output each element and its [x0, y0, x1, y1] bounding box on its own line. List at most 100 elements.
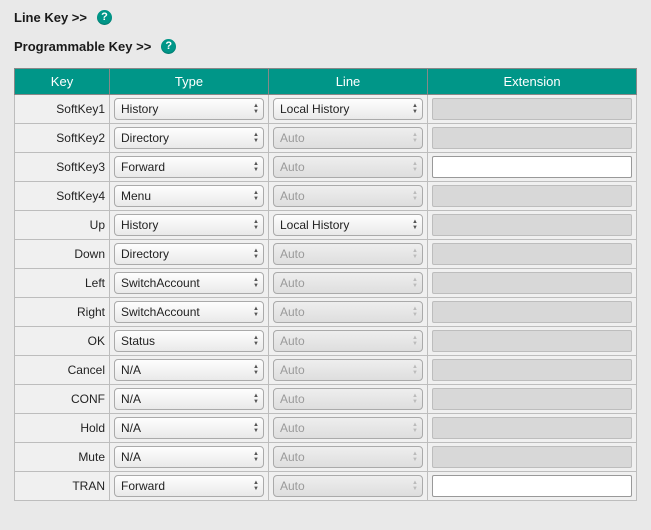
type-select[interactable]: Forward▲▼: [114, 156, 264, 178]
extension-input: [432, 98, 632, 120]
section-prog-key[interactable]: Programmable Key >> ?: [14, 39, 637, 54]
th-extension: Extension: [428, 69, 637, 95]
updown-icon: ▲▼: [253, 103, 259, 115]
line-select: Auto▲▼: [273, 330, 423, 352]
updown-icon: ▲▼: [412, 248, 418, 260]
type-select[interactable]: N/A▲▼: [114, 417, 264, 439]
key-label: Left: [15, 269, 110, 298]
updown-icon: ▲▼: [253, 364, 259, 376]
type-select[interactable]: Status▲▼: [114, 330, 264, 352]
updown-icon: ▲▼: [412, 103, 418, 115]
updown-icon: ▲▼: [412, 335, 418, 347]
extension-input: [432, 330, 632, 352]
keys-table: Key Type Line Extension SoftKey1History▲…: [14, 68, 637, 501]
line-select: Auto▲▼: [273, 127, 423, 149]
line-select[interactable]: Local History▲▼: [273, 98, 423, 120]
updown-icon: ▲▼: [253, 335, 259, 347]
line-select: Auto▲▼: [273, 475, 423, 497]
extension-input: [432, 214, 632, 236]
extension-input: [432, 185, 632, 207]
key-label: Hold: [15, 414, 110, 443]
line-select: Auto▲▼: [273, 185, 423, 207]
updown-icon: ▲▼: [253, 219, 259, 231]
extension-input: [432, 127, 632, 149]
line-select: Auto▲▼: [273, 417, 423, 439]
updown-icon: ▲▼: [412, 422, 418, 434]
line-select: Auto▲▼: [273, 156, 423, 178]
page-root: Line Key >> ? Programmable Key >> ? Key …: [0, 0, 651, 521]
extension-input[interactable]: [432, 475, 632, 497]
key-label: Up: [15, 211, 110, 240]
updown-icon: ▲▼: [412, 161, 418, 173]
key-label: CONF: [15, 385, 110, 414]
table-row: DownDirectory▲▼Auto▲▼: [15, 240, 637, 269]
help-icon[interactable]: ?: [161, 39, 176, 54]
updown-icon: ▲▼: [412, 190, 418, 202]
updown-icon: ▲▼: [253, 190, 259, 202]
table-row: RightSwitchAccount▲▼ Auto▲▼: [15, 298, 637, 327]
th-key: Key: [15, 69, 110, 95]
table-row: MuteN/A▲▼ Auto▲▼: [15, 443, 637, 472]
table-header-row: Key Type Line Extension: [15, 69, 637, 95]
line-select[interactable]: Local History▲▼: [273, 214, 423, 236]
key-label: SoftKey4: [15, 182, 110, 211]
extension-input: [432, 243, 632, 265]
line-select: Auto▲▼: [273, 388, 423, 410]
updown-icon: ▲▼: [253, 306, 259, 318]
key-label: SoftKey3: [15, 153, 110, 182]
updown-icon: ▲▼: [412, 277, 418, 289]
extension-input: [432, 388, 632, 410]
table-row: LeftSwitchAccount▲▼ Auto▲▼: [15, 269, 637, 298]
type-select[interactable]: N/A▲▼: [114, 359, 264, 381]
table-row: SoftKey1History▲▼ Local History▲▼: [15, 95, 637, 124]
type-select[interactable]: SwitchAccount▲▼: [114, 272, 264, 294]
updown-icon: ▲▼: [412, 393, 418, 405]
key-label: Down: [15, 240, 110, 269]
table-row: SoftKey2Directory▲▼ Auto▲▼: [15, 124, 637, 153]
key-label: Mute: [15, 443, 110, 472]
th-type: Type: [110, 69, 269, 95]
extension-input: [432, 417, 632, 439]
line-select: Auto▲▼: [273, 301, 423, 323]
help-icon[interactable]: ?: [97, 10, 112, 25]
line-select: Auto▲▼: [273, 359, 423, 381]
type-select[interactable]: History▲▼: [114, 214, 264, 236]
extension-input: [432, 446, 632, 468]
updown-icon: ▲▼: [412, 306, 418, 318]
extension-input: [432, 359, 632, 381]
table-row: CONFN/A▲▼ Auto▲▼: [15, 385, 637, 414]
table-row: HoldN/A▲▼ Auto▲▼: [15, 414, 637, 443]
key-label: TRAN: [15, 472, 110, 501]
table-row: UpHistory▲▼ Local History▲▼: [15, 211, 637, 240]
line-select: Auto▲▼: [273, 272, 423, 294]
type-select[interactable]: SwitchAccount▲▼: [114, 301, 264, 323]
section-line-key-label: Line Key >>: [14, 10, 87, 25]
table-row: CancelN/A▲▼Auto▲▼: [15, 356, 637, 385]
updown-icon: ▲▼: [253, 480, 259, 492]
updown-icon: ▲▼: [253, 422, 259, 434]
table-row: TRANForward▲▼ Auto▲▼: [15, 472, 637, 501]
key-label: SoftKey2: [15, 124, 110, 153]
type-select[interactable]: N/A▲▼: [114, 446, 264, 468]
key-label: OK: [15, 327, 110, 356]
key-label: Right: [15, 298, 110, 327]
line-select: Auto▲▼: [273, 446, 423, 468]
key-label: SoftKey1: [15, 95, 110, 124]
type-select[interactable]: History▲▼: [114, 98, 264, 120]
section-line-key[interactable]: Line Key >> ?: [14, 10, 637, 25]
extension-input[interactable]: [432, 156, 632, 178]
updown-icon: ▲▼: [253, 132, 259, 144]
type-select[interactable]: N/A▲▼: [114, 388, 264, 410]
updown-icon: ▲▼: [253, 248, 259, 260]
updown-icon: ▲▼: [412, 480, 418, 492]
type-select[interactable]: Forward▲▼: [114, 475, 264, 497]
type-select[interactable]: Menu▲▼: [114, 185, 264, 207]
type-select[interactable]: Directory▲▼: [114, 243, 264, 265]
section-prog-key-label: Programmable Key >>: [14, 39, 151, 54]
th-line: Line: [269, 69, 428, 95]
table-row: SoftKey4Menu▲▼ Auto▲▼: [15, 182, 637, 211]
updown-icon: ▲▼: [412, 451, 418, 463]
updown-icon: ▲▼: [253, 277, 259, 289]
table-row: SoftKey3Forward▲▼ Auto▲▼: [15, 153, 637, 182]
type-select[interactable]: Directory▲▼: [114, 127, 264, 149]
